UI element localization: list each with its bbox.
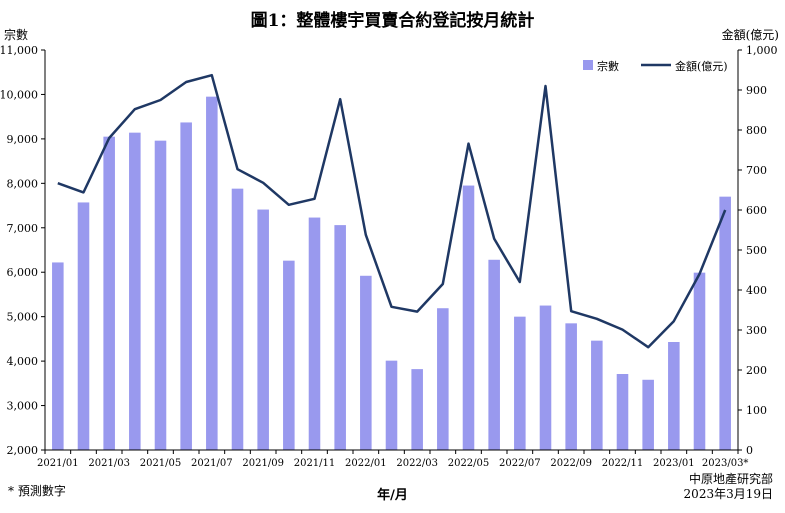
bar-2021-09: [257, 209, 269, 450]
bar-2021-10: [283, 260, 295, 450]
left-tick-label: 5,000: [7, 311, 39, 324]
right-tick-label: 600: [746, 204, 767, 217]
bar-2022-07: [514, 316, 526, 450]
x-tick-label: 2022/05: [448, 458, 490, 469]
bar-2021-02: [77, 202, 90, 450]
bar-2021-04: [129, 132, 141, 450]
bar-2021-12: [334, 225, 346, 450]
legend-bar-swatch: [583, 60, 593, 70]
source-line-1: 中原地產研究部: [688, 472, 773, 486]
bar-2022-12: [642, 379, 654, 450]
x-tick-label: 2022/09: [550, 458, 592, 469]
left-tick-label: 2,000: [7, 444, 39, 457]
legend: 宗數 金額(億元): [583, 59, 728, 73]
bar-2021-03: [103, 136, 115, 450]
x-tick-label: 2022/07: [499, 458, 541, 469]
bar-2021-08: [231, 188, 244, 450]
legend-line-label: 金額(億元): [675, 59, 728, 73]
x-tick-label: 2021/01: [37, 458, 79, 469]
bar-series: [52, 96, 731, 451]
bar-2022-03: [411, 369, 423, 450]
left-tick-label: 4,000: [7, 355, 39, 368]
x-tick-label: 2021/07: [191, 458, 233, 469]
bar-2022-11: [616, 374, 629, 450]
left-tick-label: 7,000: [7, 222, 39, 235]
bar-2022-10: [591, 340, 603, 450]
left-tick-label: 11,000: [0, 44, 38, 57]
right-tick-label: 500: [746, 244, 767, 257]
bar-2022-06: [488, 259, 500, 450]
bar-2022-05: [462, 185, 475, 451]
bar-2023-03: [719, 196, 731, 450]
legend-bar-label: 宗數: [597, 59, 619, 73]
line-series: [57, 73, 727, 349]
bar-2022-08: [539, 305, 552, 450]
bar-2021-01: [52, 262, 64, 450]
bar-2021-06: [180, 122, 192, 450]
left-tick-label: 9,000: [7, 133, 39, 146]
right-tick-label: 100: [746, 404, 767, 417]
right-tick-label: 700: [746, 164, 767, 177]
x-tick-label: 2022/11: [602, 458, 644, 469]
bar-2022-09: [565, 323, 577, 450]
bar-2021-11: [308, 217, 321, 450]
left-axis-unit: 宗數: [4, 28, 29, 42]
source-note: 中原地產研究部 2023年3月19日: [684, 472, 773, 502]
x-tick-label: 2022/01: [345, 458, 387, 469]
right-tick-label: 200: [746, 364, 767, 377]
bar-2022-04: [437, 308, 449, 450]
amount-line: [57, 73, 727, 349]
x-tick-label: 2021/05: [140, 458, 182, 469]
bar-2023-01: [668, 342, 680, 450]
right-tick-label: 1,000: [746, 44, 778, 57]
right-tick-label: 300: [746, 324, 767, 337]
right-tick-label: 900: [746, 84, 767, 97]
left-tick-label: 10,000: [0, 88, 38, 101]
x-tick-label: 2021/11: [294, 458, 336, 469]
x-tick-label: 2021/03: [88, 458, 130, 469]
left-tick-label: 6,000: [7, 266, 39, 279]
right-tick-label: 800: [746, 124, 767, 137]
bar-2023-02: [693, 272, 706, 450]
right-tick-label: 0: [746, 444, 753, 457]
right-tick-label: 400: [746, 284, 767, 297]
right-axis-unit: 金額(億元): [721, 28, 779, 42]
footnote: * 預測數字: [8, 484, 66, 498]
x-tick-label: 2023/01: [653, 458, 695, 469]
chart-title: 圖1：整體樓宇買賣合約登記按月統計: [250, 11, 535, 31]
bar-2021-05: [154, 140, 167, 450]
axes: 2,000 3,000 4,000 5,000 6,000 7,000 8,000 9,000…: [0, 44, 778, 469]
bar-2021-07: [206, 96, 218, 451]
bar-2022-02: [385, 360, 398, 450]
left-tick-label: 3,000: [7, 400, 39, 413]
source-line-2: 2023年3月19日: [683, 487, 773, 501]
x-tick-label: 2022/03: [396, 458, 438, 469]
left-tick-label: 8,000: [7, 177, 39, 190]
bar-2022-01: [360, 275, 372, 450]
x-tick-label: 2023/03*: [702, 458, 749, 469]
x-axis-title: 年/月: [377, 488, 408, 503]
x-tick-label: 2021/09: [242, 458, 284, 469]
